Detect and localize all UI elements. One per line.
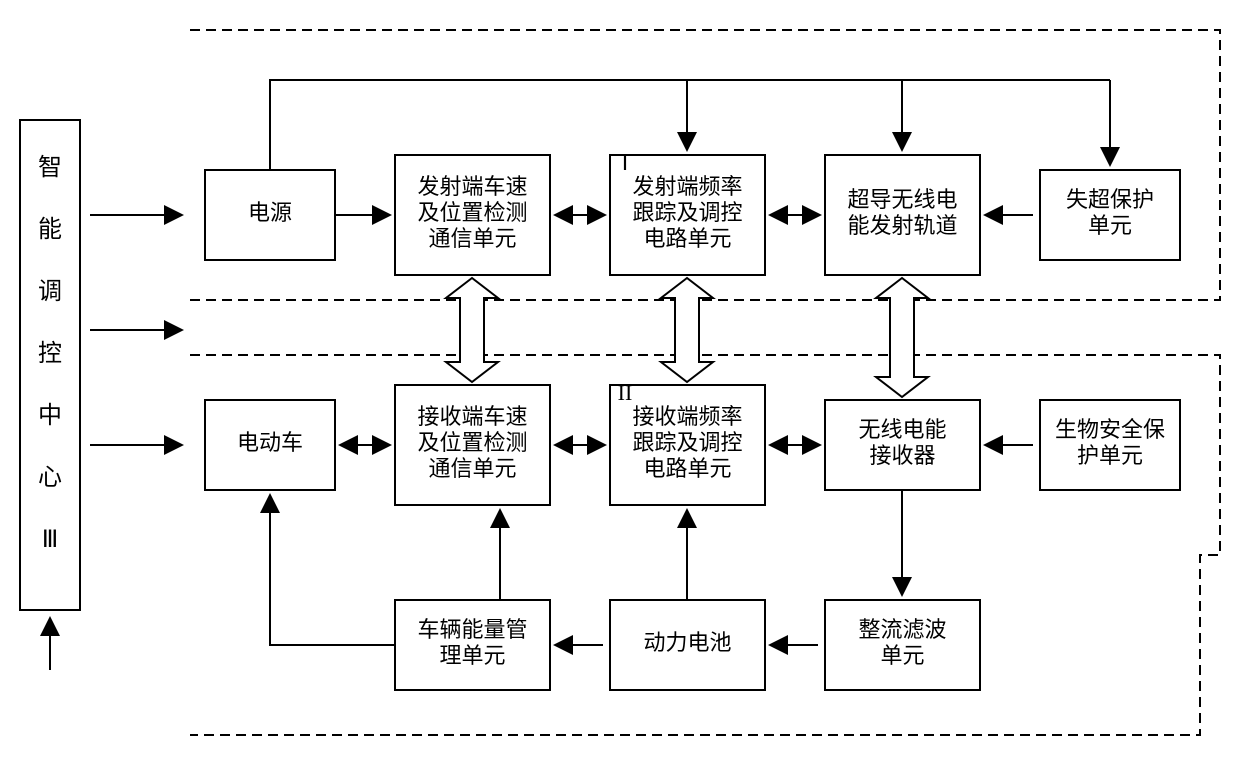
quench-box-label: 失超保护 bbox=[1066, 187, 1154, 212]
control-center-char: 智 bbox=[38, 154, 62, 181]
control-center-char: 调 bbox=[38, 278, 62, 305]
sctrack-box-label: 能发射轨道 bbox=[847, 213, 957, 238]
hollow-arrow-txspd-rxspd bbox=[446, 278, 498, 382]
txspd-box-label: 及位置检测 bbox=[417, 200, 527, 225]
txfreq-box-label: 电路单元 bbox=[643, 226, 731, 251]
rect-box: 整流滤波单元 bbox=[825, 600, 980, 690]
rect-box-label: 整流滤波 bbox=[858, 617, 946, 642]
rxwpt-box-label: 接收器 bbox=[869, 443, 935, 468]
block-diagram: 电源发射端车速及位置检测通信单元发射端频率跟踪及调控电路单元超导无线电能发射轨道… bbox=[0, 0, 1240, 764]
hollow-arrow-sctrack-rxwpt bbox=[876, 278, 928, 397]
txfreq-box-label: 跟踪及调控 bbox=[632, 200, 742, 225]
ev-box-label: 电动车 bbox=[237, 430, 303, 455]
vemu-box-label: 车辆能量管 bbox=[417, 617, 527, 642]
ev-box: 电动车 bbox=[205, 400, 335, 490]
battery-box-label: 动力电池 bbox=[643, 630, 731, 655]
vemu-box: 车辆能量管理单元 bbox=[395, 600, 550, 690]
rxwpt-box-label: 无线电能 bbox=[858, 417, 946, 442]
rxwpt-box: 无线电能接收器 bbox=[825, 400, 980, 490]
sctrack-box-label: 超导无线电 bbox=[847, 187, 957, 212]
rxfreq-box-label: 电路单元 bbox=[643, 456, 731, 481]
txspd-box-label: 发射端车速 bbox=[417, 174, 527, 199]
rxspd-box-label: 接收端车速 bbox=[417, 404, 527, 429]
biosafe-box: 生物安全保护单元 bbox=[1040, 400, 1180, 490]
rxspd-box-label: 及位置检测 bbox=[417, 430, 527, 455]
txfreq-box: 发射端频率跟踪及调控电路单元 bbox=[610, 155, 765, 275]
control-center-char: 控 bbox=[38, 340, 62, 367]
rxspd-box: 接收端车速及位置检测通信单元 bbox=[395, 385, 550, 505]
txspd-box-label: 通信单元 bbox=[428, 226, 516, 251]
power-box-label: 电源 bbox=[248, 200, 292, 225]
hollow-arrow-txfreq-rxfreq bbox=[661, 278, 713, 382]
txspd-box: 发射端车速及位置检测通信单元 bbox=[395, 155, 550, 275]
arrow-vemu-to-ev bbox=[270, 497, 395, 645]
biosafe-box-label: 护单元 bbox=[1077, 443, 1143, 468]
rxspd-box-label: 通信单元 bbox=[428, 456, 516, 481]
quench-box-label: 单元 bbox=[1088, 213, 1132, 238]
control-center-char: 心 bbox=[38, 465, 62, 491]
control-center-char: Ⅲ bbox=[42, 527, 59, 553]
region-2-label: II bbox=[618, 380, 633, 405]
rxfreq-box-label: 跟踪及调控 bbox=[632, 430, 742, 455]
battery-box: 动力电池 bbox=[610, 600, 765, 690]
power-box: 电源 bbox=[205, 170, 335, 260]
txfreq-box-label: 发射端频率 bbox=[632, 174, 742, 199]
rxfreq-box: 接收端频率跟踪及调控电路单元 bbox=[610, 385, 765, 505]
control-center-char: 中 bbox=[38, 402, 62, 429]
rect-box-label: 单元 bbox=[880, 643, 924, 668]
rxfreq-box-label: 接收端频率 bbox=[632, 404, 742, 429]
quench-box: 失超保护单元 bbox=[1040, 170, 1180, 260]
control-center-char: 能 bbox=[38, 216, 62, 243]
sctrack-box: 超导无线电能发射轨道 bbox=[825, 155, 980, 275]
biosafe-box-label: 生物安全保 bbox=[1055, 417, 1165, 442]
region-1-label: Ⅰ bbox=[622, 150, 629, 175]
vemu-box-label: 理单元 bbox=[439, 643, 505, 668]
